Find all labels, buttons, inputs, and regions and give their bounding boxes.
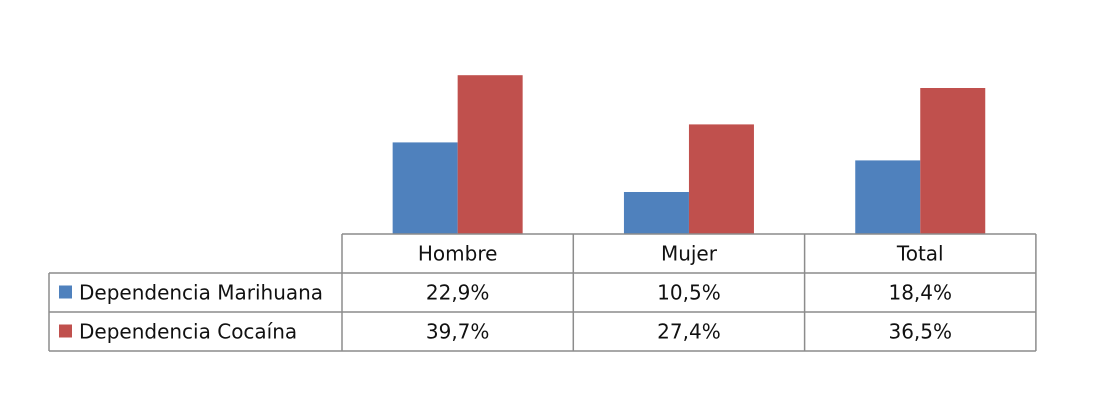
bars-group — [392, 75, 986, 234]
bar-dependencia-cocaina-hombre — [457, 75, 523, 234]
data-label-dependencia-marihuana-mujer: 10,5% — [657, 281, 721, 305]
category-label-total: Total — [896, 242, 944, 266]
data-label-dependencia-marihuana-total: 18,4% — [888, 281, 952, 305]
legend-key-dependencia-marihuana — [59, 285, 72, 299]
category-label-hombre: Hombre — [418, 242, 498, 266]
data-label-dependencia-cocaina-mujer: 27,4% — [657, 320, 721, 344]
data-label-dependencia-marihuana-hombre: 22,9% — [426, 281, 490, 305]
data-label-dependencia-cocaina-hombre: 39,7% — [426, 320, 490, 344]
bar-dependencia-cocaina-total — [920, 88, 986, 234]
bar-dependencia-marihuana-total — [855, 160, 921, 234]
data-table: Hombre Mujer Total Dependencia Marihuana 22,… — [48, 233, 1037, 352]
legend-label-dependencia-cocaina: Dependencia Cocaína — [79, 320, 297, 344]
bar-dependencia-marihuana-hombre — [392, 142, 458, 234]
category-label-mujer: Mujer — [661, 242, 718, 266]
bar-dependencia-marihuana-mujer — [623, 192, 689, 234]
legend-label-dependencia-marihuana: Dependencia Marihuana — [79, 281, 323, 305]
legend-key-dependencia-cocaina — [59, 324, 72, 338]
data-label-dependencia-cocaina-total: 36,5% — [888, 320, 952, 344]
bar-dependencia-cocaina-mujer — [688, 124, 754, 234]
